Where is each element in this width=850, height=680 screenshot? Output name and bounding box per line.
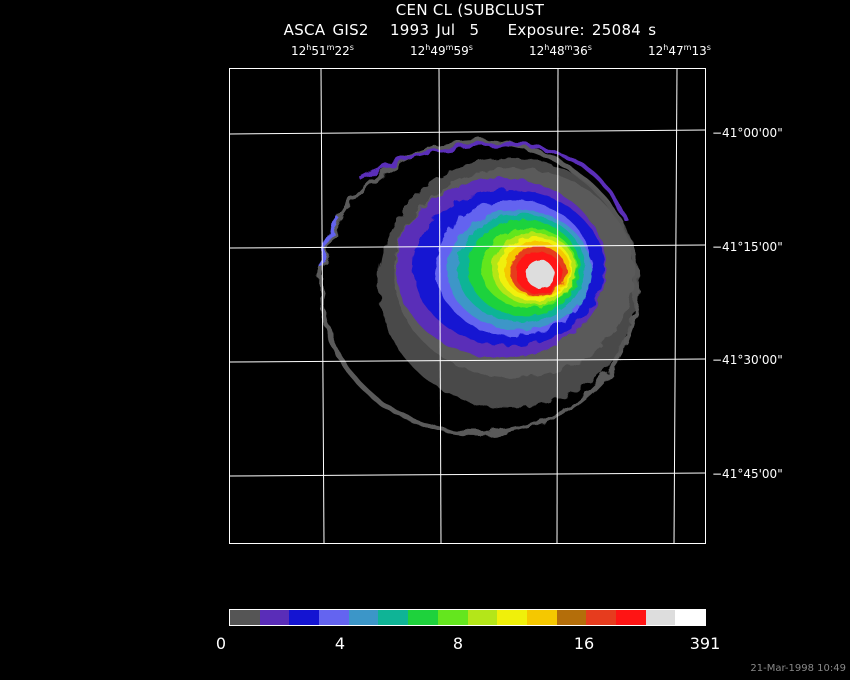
dec-label-3: −41°30'00" <box>712 353 783 367</box>
colorbar-label-0: 0 <box>215 634 227 653</box>
ra-label-1: 12h51m22s <box>291 43 354 59</box>
colorbar-segment <box>259 610 290 625</box>
colorbar-segment <box>378 610 409 625</box>
colorbar-segment <box>408 610 438 625</box>
colorbar-segment <box>497 610 527 625</box>
colorbar-segment <box>645 610 676 625</box>
ra-label-2: 12h49m59s <box>410 43 473 59</box>
plot-subtitle: ASCA GIS2 1993 Jul 5 Exposure: 25084 s <box>283 21 657 39</box>
colorbar-segment <box>615 610 646 625</box>
colorbar-label-8: 8 <box>452 634 464 653</box>
timestamp: 21-Mar-1998 10:49 <box>750 663 846 674</box>
colorbar-segment <box>675 610 705 625</box>
coordinate-grid <box>229 68 706 544</box>
colorbar-segment <box>526 610 557 625</box>
dec-label-1: −41°00'00" <box>712 126 783 140</box>
colorbar-segment <box>319 610 349 625</box>
plot-title: CEN CL (SUBCLUST <box>395 1 545 19</box>
colorbar-segment <box>437 610 468 625</box>
core-emission <box>447 210 591 330</box>
dec-label-2: −41°15'00" <box>712 240 783 254</box>
ra-label-4: 12h47m13s <box>648 43 711 59</box>
colorbar-label-16: 16 <box>573 634 595 653</box>
colorbar-segment <box>586 610 616 625</box>
dec-label-4: −41°45'00" <box>712 467 783 481</box>
colorbar-segment <box>556 610 587 625</box>
xray-image <box>229 68 706 544</box>
ra-label-3: 12h48m36s <box>529 43 592 59</box>
colorbar-label-4: 4 <box>334 634 346 653</box>
colorbar-segment <box>348 610 379 625</box>
colorbar-segment <box>230 610 260 625</box>
colorbar-label-max: 391 <box>689 634 721 653</box>
colorbar <box>229 609 706 626</box>
colorbar-segment <box>289 610 320 625</box>
colorbar-segment <box>467 610 498 625</box>
